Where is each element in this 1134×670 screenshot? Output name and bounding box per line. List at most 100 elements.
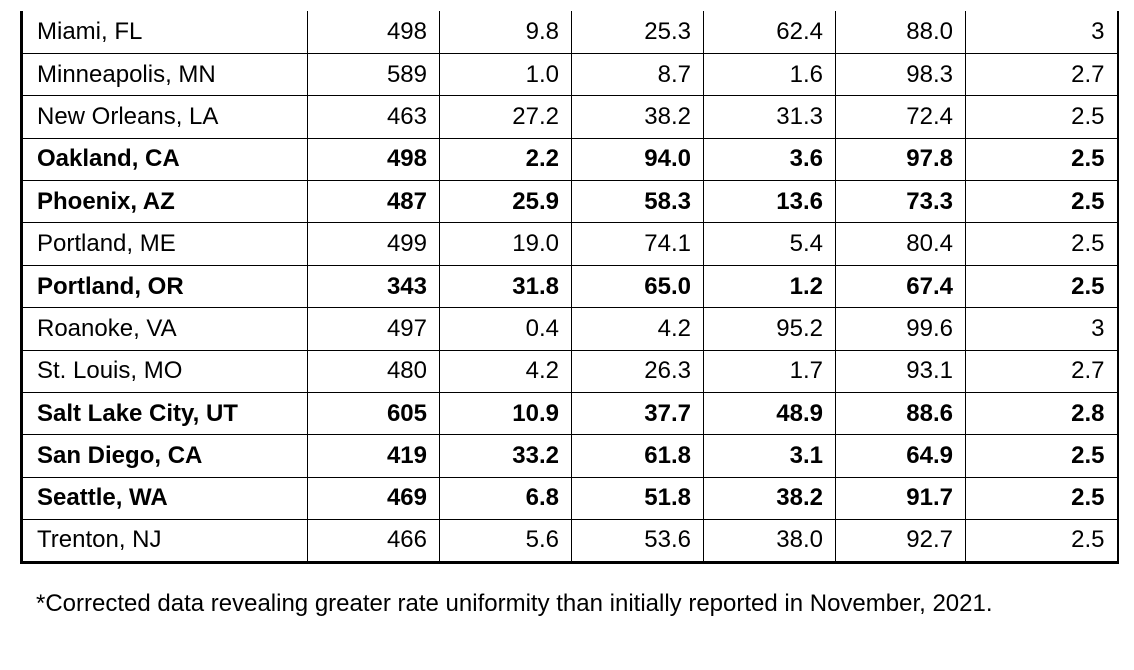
value-cell: 48.9 bbox=[703, 392, 836, 436]
value-cell: 419 bbox=[307, 434, 440, 478]
table-row: Minneapolis, MN 589 1.0 8.7 1.6 98.3 2.7 bbox=[21, 53, 1118, 97]
value-cell: 2.5 bbox=[965, 222, 1118, 266]
value-cell: 498 bbox=[307, 11, 440, 54]
value-cell: 38.0 bbox=[703, 519, 836, 563]
value-cell: 74.1 bbox=[571, 222, 704, 266]
value-cell: 480 bbox=[307, 350, 440, 394]
value-cell: 2.5 bbox=[965, 138, 1118, 182]
value-cell: 6.8 bbox=[439, 477, 572, 521]
value-cell: 98.3 bbox=[835, 53, 966, 97]
table-row: Portland, ME 499 19.0 74.1 5.4 80.4 2.5 bbox=[21, 222, 1118, 266]
value-cell: 463 bbox=[307, 95, 440, 139]
value-cell: 92.7 bbox=[835, 519, 966, 563]
value-cell: 2.5 bbox=[965, 180, 1118, 224]
table-row: Trenton, NJ 466 5.6 53.6 38.0 92.7 2.5 bbox=[21, 519, 1118, 563]
value-cell: 38.2 bbox=[571, 95, 704, 139]
value-cell: 27.2 bbox=[439, 95, 572, 139]
table-row: Oakland, CA 498 2.2 94.0 3.6 97.8 2.5 bbox=[21, 138, 1118, 182]
value-cell: 1.6 bbox=[703, 53, 836, 97]
value-cell: 51.8 bbox=[571, 477, 704, 521]
value-cell: 25.3 bbox=[571, 11, 704, 54]
value-cell: 3 bbox=[965, 11, 1118, 54]
value-cell: 499 bbox=[307, 222, 440, 266]
value-cell: 0.4 bbox=[439, 307, 572, 351]
city-cell: New Orleans, LA bbox=[21, 95, 308, 139]
table-row: Roanoke, VA 497 0.4 4.2 95.2 99.6 3 bbox=[21, 307, 1118, 351]
value-cell: 2.5 bbox=[965, 434, 1118, 478]
city-cell: St. Louis, MO bbox=[21, 350, 308, 394]
value-cell: 497 bbox=[307, 307, 440, 351]
value-cell: 91.7 bbox=[835, 477, 966, 521]
table-row: Phoenix, AZ 487 25.9 58.3 13.6 73.3 2.5 bbox=[21, 180, 1118, 224]
value-cell: 99.6 bbox=[835, 307, 966, 351]
value-cell: 58.3 bbox=[571, 180, 704, 224]
value-cell: 2.5 bbox=[965, 95, 1118, 139]
value-cell: 94.0 bbox=[571, 138, 704, 182]
value-cell: 1.7 bbox=[703, 350, 836, 394]
value-cell: 498 bbox=[307, 138, 440, 182]
table-row: New Orleans, LA 463 27.2 38.2 31.3 72.4 2.5 bbox=[21, 95, 1118, 139]
value-cell: 73.3 bbox=[835, 180, 966, 224]
value-cell: 1.2 bbox=[703, 265, 836, 309]
city-cell: Seattle, WA bbox=[21, 477, 308, 521]
value-cell: 37.7 bbox=[571, 392, 704, 436]
value-cell: 62.4 bbox=[703, 11, 836, 54]
value-cell: 31.8 bbox=[439, 265, 572, 309]
value-cell: 5.6 bbox=[439, 519, 572, 563]
value-cell: 13.6 bbox=[703, 180, 836, 224]
value-cell: 466 bbox=[307, 519, 440, 563]
city-cell: Phoenix, AZ bbox=[21, 180, 308, 224]
value-cell: 72.4 bbox=[835, 95, 966, 139]
value-cell: 33.2 bbox=[439, 434, 572, 478]
value-cell: 4.2 bbox=[571, 307, 704, 351]
value-cell: 25.9 bbox=[439, 180, 572, 224]
value-cell: 80.4 bbox=[835, 222, 966, 266]
city-cell: Miami, FL bbox=[21, 11, 308, 54]
value-cell: 95.2 bbox=[703, 307, 836, 351]
value-cell: 1.0 bbox=[439, 53, 572, 97]
value-cell: 19.0 bbox=[439, 222, 572, 266]
value-cell: 26.3 bbox=[571, 350, 704, 394]
value-cell: 2.7 bbox=[965, 53, 1118, 97]
value-cell: 605 bbox=[307, 392, 440, 436]
city-cell: Portland, OR bbox=[21, 265, 308, 309]
value-cell: 2.5 bbox=[965, 519, 1118, 563]
table-row: St. Louis, MO 480 4.2 26.3 1.7 93.1 2.7 bbox=[21, 350, 1118, 394]
table-row: Salt Lake City, UT 605 10.9 37.7 48.9 88.6 2.8 bbox=[21, 392, 1118, 436]
value-cell: 2.2 bbox=[439, 138, 572, 182]
value-cell: 5.4 bbox=[703, 222, 836, 266]
city-cell: Portland, ME bbox=[21, 222, 308, 266]
table-row: San Diego, CA 419 33.2 61.8 3.1 64.9 2.5 bbox=[21, 434, 1118, 478]
value-cell: 2.5 bbox=[965, 477, 1118, 521]
value-cell: 2.7 bbox=[965, 350, 1118, 394]
value-cell: 93.1 bbox=[835, 350, 966, 394]
table-row: Miami, FL 498 9.8 25.3 62.4 88.0 3 bbox=[21, 11, 1118, 54]
table-row: Seattle, WA 469 6.8 51.8 38.2 91.7 2.5 bbox=[21, 477, 1118, 521]
value-cell: 3 bbox=[965, 307, 1118, 351]
value-cell: 64.9 bbox=[835, 434, 966, 478]
value-cell: 88.0 bbox=[835, 11, 966, 54]
value-cell: 2.5 bbox=[965, 265, 1118, 309]
value-cell: 3.6 bbox=[703, 138, 836, 182]
data-table: Miami, FL 498 9.8 25.3 62.4 88.0 3 Minneapolis,… bbox=[20, 11, 1119, 564]
value-cell: 3.1 bbox=[703, 434, 836, 478]
value-cell: 8.7 bbox=[571, 53, 704, 97]
footnote: *Corrected data revealing greater rate u… bbox=[36, 590, 993, 617]
city-cell: San Diego, CA bbox=[21, 434, 308, 478]
value-cell: 589 bbox=[307, 53, 440, 97]
value-cell: 88.6 bbox=[835, 392, 966, 436]
city-cell: Minneapolis, MN bbox=[21, 53, 308, 97]
value-cell: 4.2 bbox=[439, 350, 572, 394]
value-cell: 9.8 bbox=[439, 11, 572, 54]
value-cell: 2.8 bbox=[965, 392, 1118, 436]
value-cell: 487 bbox=[307, 180, 440, 224]
value-cell: 53.6 bbox=[571, 519, 704, 563]
value-cell: 10.9 bbox=[439, 392, 572, 436]
value-cell: 469 bbox=[307, 477, 440, 521]
value-cell: 31.3 bbox=[703, 95, 836, 139]
value-cell: 67.4 bbox=[835, 265, 966, 309]
city-cell: Oakland, CA bbox=[21, 138, 308, 182]
value-cell: 61.8 bbox=[571, 434, 704, 478]
value-cell: 343 bbox=[307, 265, 440, 309]
